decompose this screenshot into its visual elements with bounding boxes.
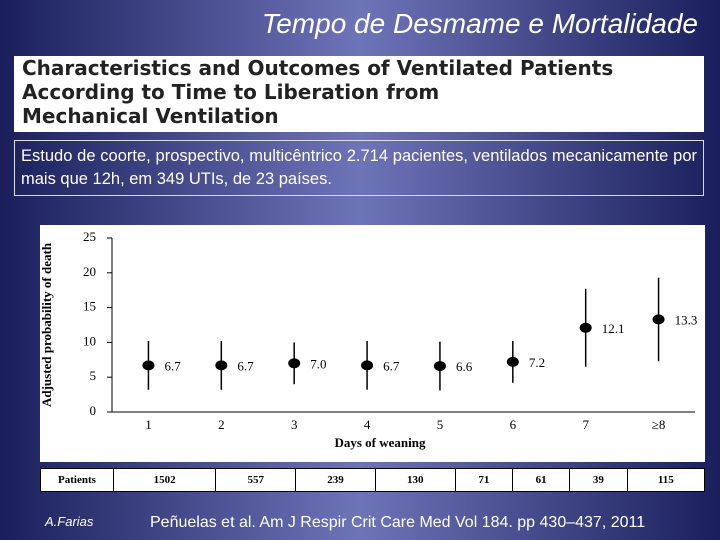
point [142,360,155,371]
value-label: 6.7 [383,358,400,373]
value-label: 7.0 [310,356,326,371]
table-cell: 557 [215,468,297,492]
x-tick-label: 5 [437,417,444,432]
x-label: Days of weaning [334,435,426,450]
paper-title-line: According to Time to Liberation from [22,80,440,104]
summary: Estudo de coorte, prospectivo, multicênt… [14,140,704,196]
y-tick-label: 5 [90,368,97,383]
point [579,322,592,333]
point [506,356,519,367]
paper-title-line: Characteristics and Outcomes of Ventilat… [22,56,614,80]
table-cell: 239 [295,468,376,492]
point [288,358,301,369]
y-tick-label: 0 [90,403,97,418]
x-tick-label: 3 [291,417,298,432]
table-cell: 1502 [112,468,217,492]
x-tick-label: 1 [145,417,152,432]
value-label: 6.7 [164,358,181,373]
table-cell: 61 [511,468,571,492]
point [215,360,228,371]
x-tick-label: ≥8 [652,417,666,432]
value-label: 6.7 [237,358,254,373]
table-cell: 115 [626,468,706,492]
point [652,314,665,325]
citation: Peñuelas et al. Am J Respir Crit Care Me… [150,514,646,531]
row-header: Patients [40,468,114,492]
x-tick-label: 6 [510,417,517,432]
y-tick-label: 10 [83,333,96,348]
y-label: Adjusted probability of death [40,242,54,407]
y-tick-label: 20 [83,264,96,279]
x-tick-label: 4 [364,417,371,432]
author: A.Farias [45,514,94,529]
table-cell: 39 [569,468,628,492]
patients-table: Patients 1502 557 239 130 71 61 39 115 [40,468,706,492]
table-cell: 71 [454,468,513,492]
x-tick-label: 7 [582,417,589,432]
table-row: Patients 1502 557 239 130 71 61 39 115 [40,468,706,492]
y-tick-label: 15 [83,299,96,314]
value-label: 12.1 [602,321,625,336]
value-label: 13.3 [675,312,698,327]
chart: Adjusted probability of death Days of we… [40,225,705,462]
value-label: 7.2 [529,355,545,370]
x-tick-label: 2 [218,417,225,432]
y-tick-label: 25 [83,229,96,244]
point [433,361,446,372]
slide-title: Tempo de Desmame e Mortalidade [261,8,698,39]
value-label: 6.6 [456,359,473,374]
point [361,360,374,371]
paper-title-line: Mechanical Ventilation [22,104,279,128]
table-cell: 130 [374,468,456,492]
paper-title: Characteristics and Outcomes of Ventilat… [14,56,704,132]
